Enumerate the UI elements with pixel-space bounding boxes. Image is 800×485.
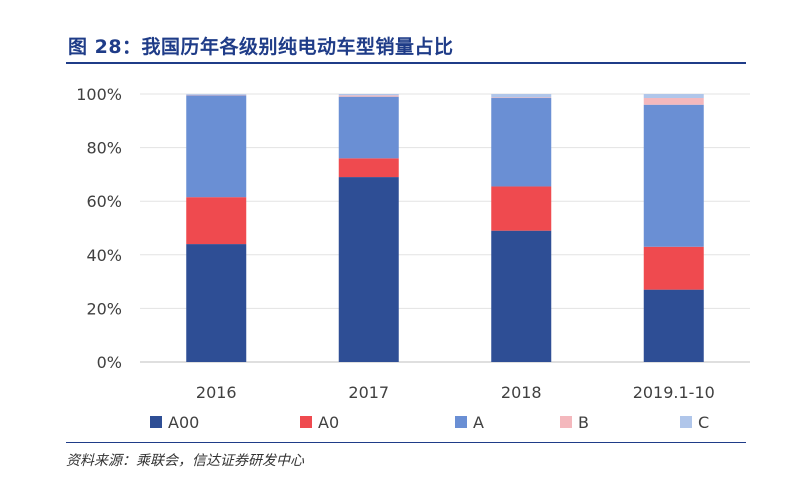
x-tick-label: 2018 [501, 383, 542, 402]
legend-label: A00 [168, 413, 199, 432]
legend-swatch [150, 416, 162, 428]
figure-title-bar: 图 28：我国历年各级别纯电动车型销量占比 [66, 28, 746, 64]
legend-label: B [578, 413, 589, 432]
legend-swatch [680, 416, 692, 428]
bar-segment [643, 104, 704, 247]
bar-segment [643, 98, 704, 105]
bar-segment [491, 97, 552, 99]
legend-label: A [473, 413, 484, 432]
x-tick-label: 2016 [196, 383, 237, 402]
y-tick-label: 100% [76, 85, 122, 104]
bar-segment [186, 95, 247, 198]
source-divider [66, 442, 746, 443]
bar-segment [491, 94, 552, 98]
bar-segment [338, 95, 399, 97]
legend-label: C [698, 413, 709, 432]
y-tick-label: 60% [86, 192, 122, 211]
bar-segment [338, 177, 399, 362]
legend-swatch [560, 416, 572, 428]
bar-segment [338, 158, 399, 178]
y-tick-label: 20% [86, 299, 122, 318]
y-tick-label: 40% [86, 246, 122, 265]
legend-swatch [455, 416, 467, 428]
bar-segment [491, 186, 552, 231]
y-tick-label: 0% [97, 353, 122, 372]
bar-segment [186, 197, 247, 245]
bar-segment [643, 289, 704, 362]
x-tick-label: 2019.1-10 [633, 383, 715, 402]
source-note: 资料来源：乘联会，信达证券研发中心 [66, 453, 304, 469]
bar-segment [338, 96, 399, 159]
bar-segment [643, 246, 704, 290]
bar-segment [338, 94, 399, 96]
bar-segment [186, 94, 247, 95]
bar-segment [186, 244, 247, 362]
bar-segment [186, 94, 247, 96]
bar-segment [491, 230, 552, 362]
bar-segment [491, 98, 552, 187]
legend-label: A0 [318, 413, 339, 432]
legend-swatch [300, 416, 312, 428]
bar-segment [643, 94, 704, 99]
y-tick-label: 80% [86, 139, 122, 158]
x-tick-label: 2017 [348, 383, 389, 402]
figure-title: 图 28：我国历年各级别纯电动车型销量占比 [68, 36, 454, 58]
